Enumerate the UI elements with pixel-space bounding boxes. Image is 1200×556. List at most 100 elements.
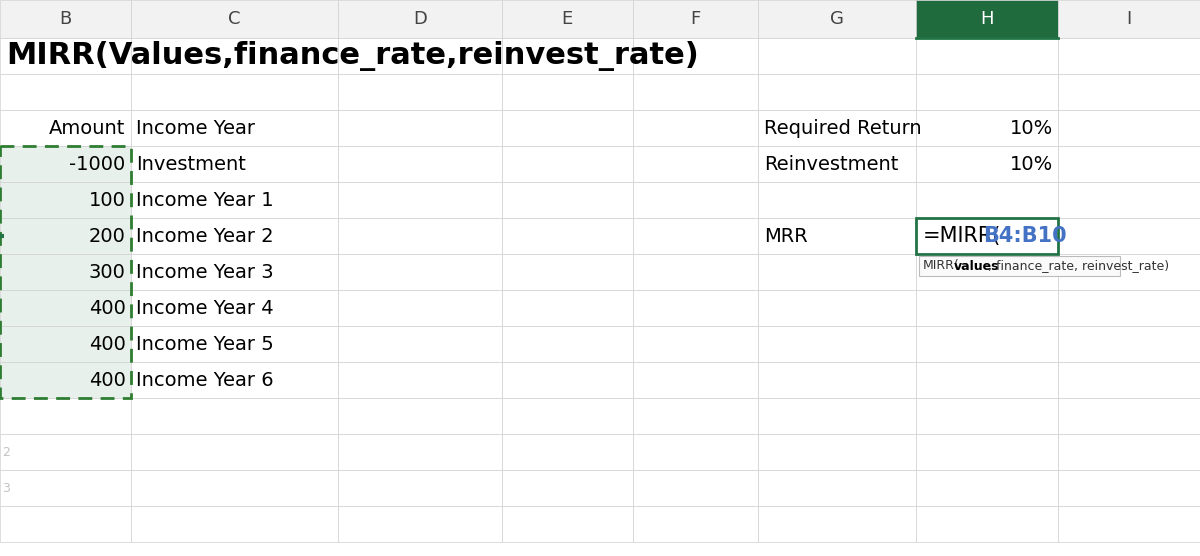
Bar	[338, 182, 502, 218]
Bar	[632, 290, 758, 326]
Bar	[758, 182, 917, 218]
Text: 300: 300	[89, 262, 126, 281]
Text: Income Year 6: Income Year 6	[137, 370, 274, 390]
Bar	[1058, 182, 1200, 218]
Text: I: I	[1127, 10, 1132, 28]
Bar	[632, 110, 758, 146]
Bar	[758, 362, 917, 398]
Bar	[338, 74, 502, 110]
Bar	[131, 182, 338, 218]
Bar	[0, 146, 131, 182]
Text: =MIRR(: =MIRR(	[923, 226, 1001, 246]
Bar	[1058, 290, 1200, 326]
Bar	[502, 218, 632, 254]
Bar	[917, 0, 1058, 38]
Bar	[758, 0, 917, 38]
Bar	[338, 110, 502, 146]
Bar	[0, 506, 131, 542]
Bar	[0, 110, 131, 146]
Text: -1000: -1000	[70, 155, 126, 173]
Bar	[1058, 0, 1200, 38]
Bar	[917, 218, 1058, 254]
Bar	[917, 434, 1058, 470]
Bar	[917, 254, 1058, 290]
Text: 400: 400	[89, 335, 126, 354]
Bar	[338, 146, 502, 182]
Bar	[338, 398, 502, 434]
Bar	[502, 290, 632, 326]
Bar	[758, 398, 917, 434]
Bar	[338, 0, 502, 38]
Bar	[0, 470, 131, 506]
Text: G: G	[830, 10, 845, 28]
Bar	[338, 326, 502, 362]
Bar	[917, 182, 1058, 218]
Bar	[1058, 506, 1200, 542]
Text: 10%: 10%	[1009, 155, 1052, 173]
Bar	[502, 182, 632, 218]
Bar	[0, 326, 131, 362]
Bar	[0, 182, 131, 218]
Bar	[918, 256, 1121, 276]
Bar	[131, 146, 338, 182]
Text: Income Year 5: Income Year 5	[137, 335, 274, 354]
Bar	[502, 326, 632, 362]
Bar	[758, 110, 917, 146]
Text: Investment: Investment	[137, 155, 246, 173]
Bar	[632, 182, 758, 218]
Bar	[131, 38, 338, 74]
Bar	[917, 398, 1058, 434]
Bar	[338, 254, 502, 290]
Text: B4:B10: B4:B10	[983, 226, 1067, 246]
Bar	[632, 470, 758, 506]
Text: MRR: MRR	[763, 226, 808, 246]
Text: B: B	[59, 10, 72, 28]
Bar	[502, 146, 632, 182]
Text: 400: 400	[89, 370, 126, 390]
Bar	[1058, 218, 1200, 254]
Bar	[131, 254, 338, 290]
Text: E: E	[562, 10, 572, 28]
Bar	[338, 218, 502, 254]
Bar	[917, 146, 1058, 182]
Bar	[502, 38, 632, 74]
Bar	[917, 74, 1058, 110]
Bar	[131, 326, 338, 362]
Text: Income Year 1: Income Year 1	[137, 191, 274, 210]
Text: Income Year: Income Year	[137, 118, 256, 137]
Text: Income Year 2: Income Year 2	[137, 226, 274, 246]
Bar	[632, 362, 758, 398]
Bar	[0, 434, 131, 470]
Bar	[502, 0, 632, 38]
Text: Income Year 3: Income Year 3	[137, 262, 274, 281]
Bar	[131, 74, 338, 110]
Bar	[131, 290, 338, 326]
Bar	[758, 470, 917, 506]
Bar	[632, 254, 758, 290]
Bar	[502, 254, 632, 290]
Bar	[0, 362, 131, 398]
Bar	[338, 434, 502, 470]
Bar	[0, 254, 131, 290]
Bar	[338, 38, 502, 74]
Text: F: F	[690, 10, 701, 28]
Text: 100: 100	[89, 191, 126, 210]
Bar	[0, 290, 131, 326]
Text: 2: 2	[2, 445, 10, 459]
Text: C: C	[228, 10, 241, 28]
Bar	[1058, 470, 1200, 506]
Text: Required Return: Required Return	[763, 118, 922, 137]
Text: 400: 400	[89, 299, 126, 317]
Bar	[131, 434, 338, 470]
Bar	[131, 470, 338, 506]
Bar	[917, 110, 1058, 146]
Bar	[0, 74, 131, 110]
Bar	[0, 146, 131, 398]
Bar	[131, 362, 338, 398]
Bar	[338, 290, 502, 326]
Bar	[502, 470, 632, 506]
Bar	[0, 218, 131, 254]
Bar	[917, 470, 1058, 506]
Bar	[1058, 74, 1200, 110]
Text: Reinvestment: Reinvestment	[763, 155, 898, 173]
